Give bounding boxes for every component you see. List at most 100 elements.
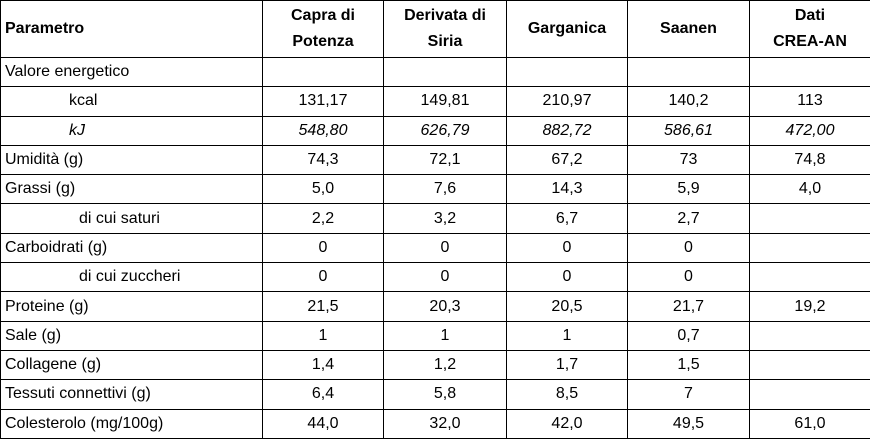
value-cell: 210,97: [506, 86, 628, 117]
value-cell: 586,61: [627, 115, 750, 146]
row-label: kcal: [0, 86, 263, 117]
value-cell: 14,3: [506, 174, 628, 205]
table-row: di cui saturi 2,2 3,2 6,7 2,7: [0, 203, 870, 234]
value-cell: 131,17: [262, 86, 384, 117]
row-label: kJ: [0, 115, 263, 146]
value-cell: 0: [262, 232, 384, 264]
value-cell: 1,4: [262, 349, 384, 381]
header-cell: Garganica: [506, 0, 628, 58]
value-cell: 5,9: [627, 174, 750, 205]
value-cell: 0: [262, 262, 384, 293]
header-cell: Saanen: [627, 0, 750, 58]
value-cell: [383, 56, 507, 88]
header-cell: Derivata di Siria: [383, 0, 507, 58]
table-row: Valore energetico: [0, 56, 870, 88]
value-cell: 72,1: [383, 144, 507, 176]
value-cell: 42,0: [506, 408, 628, 439]
table-row: Collagene (g) 1,4 1,2 1,7 1,5: [0, 349, 870, 381]
value-cell: 0: [506, 262, 628, 293]
value-cell: [749, 262, 870, 293]
row-label: Colesterolo (mg/100g): [0, 408, 263, 439]
row-label: Valore energetico: [0, 56, 263, 88]
value-cell: 2,2: [262, 203, 384, 234]
header-cell: Parametro: [0, 0, 263, 58]
value-cell: 0: [627, 262, 750, 293]
header-cell: Dati CREA-AN: [749, 0, 870, 58]
value-cell: 1,5: [627, 349, 750, 381]
value-cell: 1: [383, 320, 507, 351]
table-row: di cui zuccheri 0 0 0 0: [0, 262, 870, 293]
value-cell: [627, 56, 750, 88]
table-row: kcal 131,17 149,81 210,97 140,2 113: [0, 86, 870, 117]
row-label: di cui zuccheri: [0, 262, 263, 293]
value-cell: 8,5: [506, 379, 628, 410]
value-cell: 20,3: [383, 291, 507, 322]
value-cell: 0: [383, 262, 507, 293]
value-cell: 20,5: [506, 291, 628, 322]
value-cell: 0: [383, 232, 507, 264]
value-cell: 19,2: [749, 291, 870, 322]
value-cell: 7: [627, 379, 750, 410]
table-row: Carboidrati (g) 0 0 0 0: [0, 232, 870, 264]
table-row: Proteine (g) 21,5 20,3 20,5 21,7 19,2: [0, 291, 870, 322]
value-cell: [749, 349, 870, 381]
table-row: Umidità (g) 74,3 72,1 67,2 73 74,8: [0, 144, 870, 176]
value-cell: [749, 379, 870, 410]
value-cell: 140,2: [627, 86, 750, 117]
value-cell: [506, 56, 628, 88]
row-label: Proteine (g): [0, 291, 263, 322]
value-cell: 149,81: [383, 86, 507, 117]
value-cell: 1,7: [506, 349, 628, 381]
value-cell: 21,7: [627, 291, 750, 322]
value-cell: 1: [506, 320, 628, 351]
value-cell: 7,6: [383, 174, 507, 205]
row-label: Collagene (g): [0, 349, 263, 381]
row-label: Carboidrati (g): [0, 232, 263, 264]
value-cell: 882,72: [506, 115, 628, 146]
value-cell: [749, 203, 870, 234]
row-label: di cui saturi: [0, 203, 263, 234]
value-cell: 0: [627, 232, 750, 264]
value-cell: 2,7: [627, 203, 750, 234]
value-cell: 113: [749, 86, 870, 117]
table-body: Valore energetico kcal 131,17 149,81 210,97 1…: [0, 56, 870, 439]
value-cell: 74,8: [749, 144, 870, 176]
value-cell: 0,7: [627, 320, 750, 351]
value-cell: 61,0: [749, 408, 870, 439]
value-cell: [749, 320, 870, 351]
value-cell: 1: [262, 320, 384, 351]
value-cell: 73: [627, 144, 750, 176]
value-cell: [749, 56, 870, 88]
value-cell: [262, 56, 384, 88]
value-cell: 44,0: [262, 408, 384, 439]
value-cell: 1,2: [383, 349, 507, 381]
value-cell: 548,80: [262, 115, 384, 146]
value-cell: 4,0: [749, 174, 870, 205]
value-cell: 5,0: [262, 174, 384, 205]
value-cell: 32,0: [383, 408, 507, 439]
table-row: kJ 548,80 626,79 882,72 586,61 472,00: [0, 115, 870, 146]
table-row: Tessuti connettivi (g) 6,4 5,8 8,5 7: [0, 379, 870, 410]
value-cell: 6,4: [262, 379, 384, 410]
value-cell: 0: [506, 232, 628, 264]
value-cell: 67,2: [506, 144, 628, 176]
header-row: Parametro Capra di Potenza Derivata di Sir…: [0, 0, 870, 58]
row-label: Grassi (g): [0, 174, 263, 205]
value-cell: 5,8: [383, 379, 507, 410]
value-cell: 472,00: [749, 115, 870, 146]
row-label: Tessuti connettivi (g): [0, 379, 263, 410]
value-cell: 74,3: [262, 144, 384, 176]
header-cell: Capra di Potenza: [262, 0, 384, 58]
value-cell: 3,2: [383, 203, 507, 234]
value-cell: 626,79: [383, 115, 507, 146]
value-cell: [749, 232, 870, 264]
table-row: Colesterolo (mg/100g) 44,0 32,0 42,0 49,5 61,…: [0, 408, 870, 439]
value-cell: 21,5: [262, 291, 384, 322]
value-cell: 6,7: [506, 203, 628, 234]
table-row: Grassi (g) 5,0 7,6 14,3 5,9 4,0: [0, 174, 870, 205]
row-label: Sale (g): [0, 320, 263, 351]
table-row: Sale (g) 1 1 1 0,7: [0, 320, 870, 351]
row-label: Umidità (g): [0, 144, 263, 176]
